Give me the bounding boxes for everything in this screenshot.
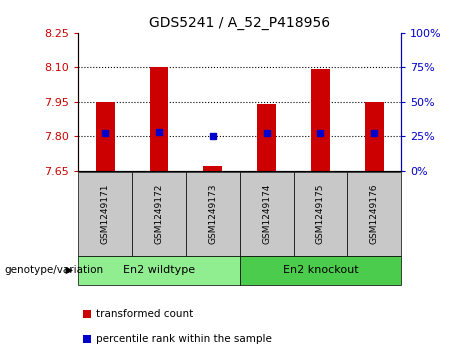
Text: GSM1249176: GSM1249176 xyxy=(370,184,378,244)
Text: GSM1249171: GSM1249171 xyxy=(101,184,110,244)
Text: En2 knockout: En2 knockout xyxy=(283,265,358,276)
Text: En2 wildtype: En2 wildtype xyxy=(123,265,195,276)
Bar xyxy=(150,67,168,171)
Text: GSM1249173: GSM1249173 xyxy=(208,184,217,244)
Bar xyxy=(311,69,330,171)
Bar xyxy=(257,104,276,171)
Text: GSM1249172: GSM1249172 xyxy=(154,184,164,244)
Bar xyxy=(203,167,222,171)
Text: genotype/variation: genotype/variation xyxy=(5,265,104,276)
Text: GSM1249175: GSM1249175 xyxy=(316,184,325,244)
Text: percentile rank within the sample: percentile rank within the sample xyxy=(96,334,272,344)
Bar xyxy=(365,102,384,171)
Bar xyxy=(96,102,115,171)
Text: GDS5241 / A_52_P418956: GDS5241 / A_52_P418956 xyxy=(149,16,330,30)
Text: transformed count: transformed count xyxy=(96,309,193,319)
Text: GSM1249174: GSM1249174 xyxy=(262,184,271,244)
